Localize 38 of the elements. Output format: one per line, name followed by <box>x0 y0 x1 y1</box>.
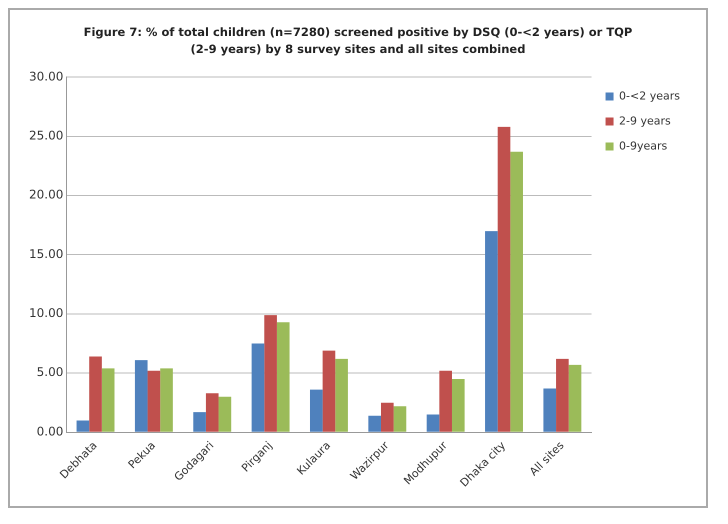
bar <box>193 412 206 432</box>
bar <box>498 126 510 432</box>
bar <box>426 414 440 432</box>
y-tick-label: 10.00 <box>28 306 64 320</box>
y-tick-label: 30.00 <box>28 68 64 83</box>
y-tick-label: 20.00 <box>28 187 64 202</box>
bar <box>452 378 465 432</box>
bar <box>394 406 406 432</box>
bar <box>264 314 277 432</box>
chart-title: Figure 7: % of total children (n=7280) screened positive by DSQ (0-<2 years) or TQP (2-9 years) by 8 survey sites and all sites combined <box>82 24 634 58</box>
y-tick-label: 0.00 <box>36 424 64 438</box>
bar <box>335 358 348 432</box>
bar <box>510 151 523 432</box>
bar <box>439 370 452 432</box>
legend-label: 0-<2 years <box>619 88 680 102</box>
bar <box>102 368 114 432</box>
bar <box>568 364 582 432</box>
bar <box>380 402 394 432</box>
bar <box>148 370 160 432</box>
bar <box>368 415 381 432</box>
legend-label: 2-9 years <box>619 114 672 127</box>
y-tick-label: 5.00 <box>36 364 64 379</box>
bar <box>89 356 102 432</box>
y-tick-label: 15.00 <box>28 246 64 260</box>
bar <box>134 360 148 432</box>
bar <box>252 343 264 432</box>
bar <box>160 368 173 432</box>
bar <box>76 420 90 432</box>
bar <box>310 389 323 432</box>
bar <box>543 388 556 432</box>
bar <box>218 396 232 432</box>
bar <box>276 322 290 432</box>
bar <box>556 358 569 432</box>
y-tick-label: 25.00 <box>28 128 64 142</box>
bar <box>485 230 498 432</box>
bar <box>206 392 219 432</box>
bar <box>322 350 336 432</box>
legend-label: 0-9years <box>619 138 668 152</box>
